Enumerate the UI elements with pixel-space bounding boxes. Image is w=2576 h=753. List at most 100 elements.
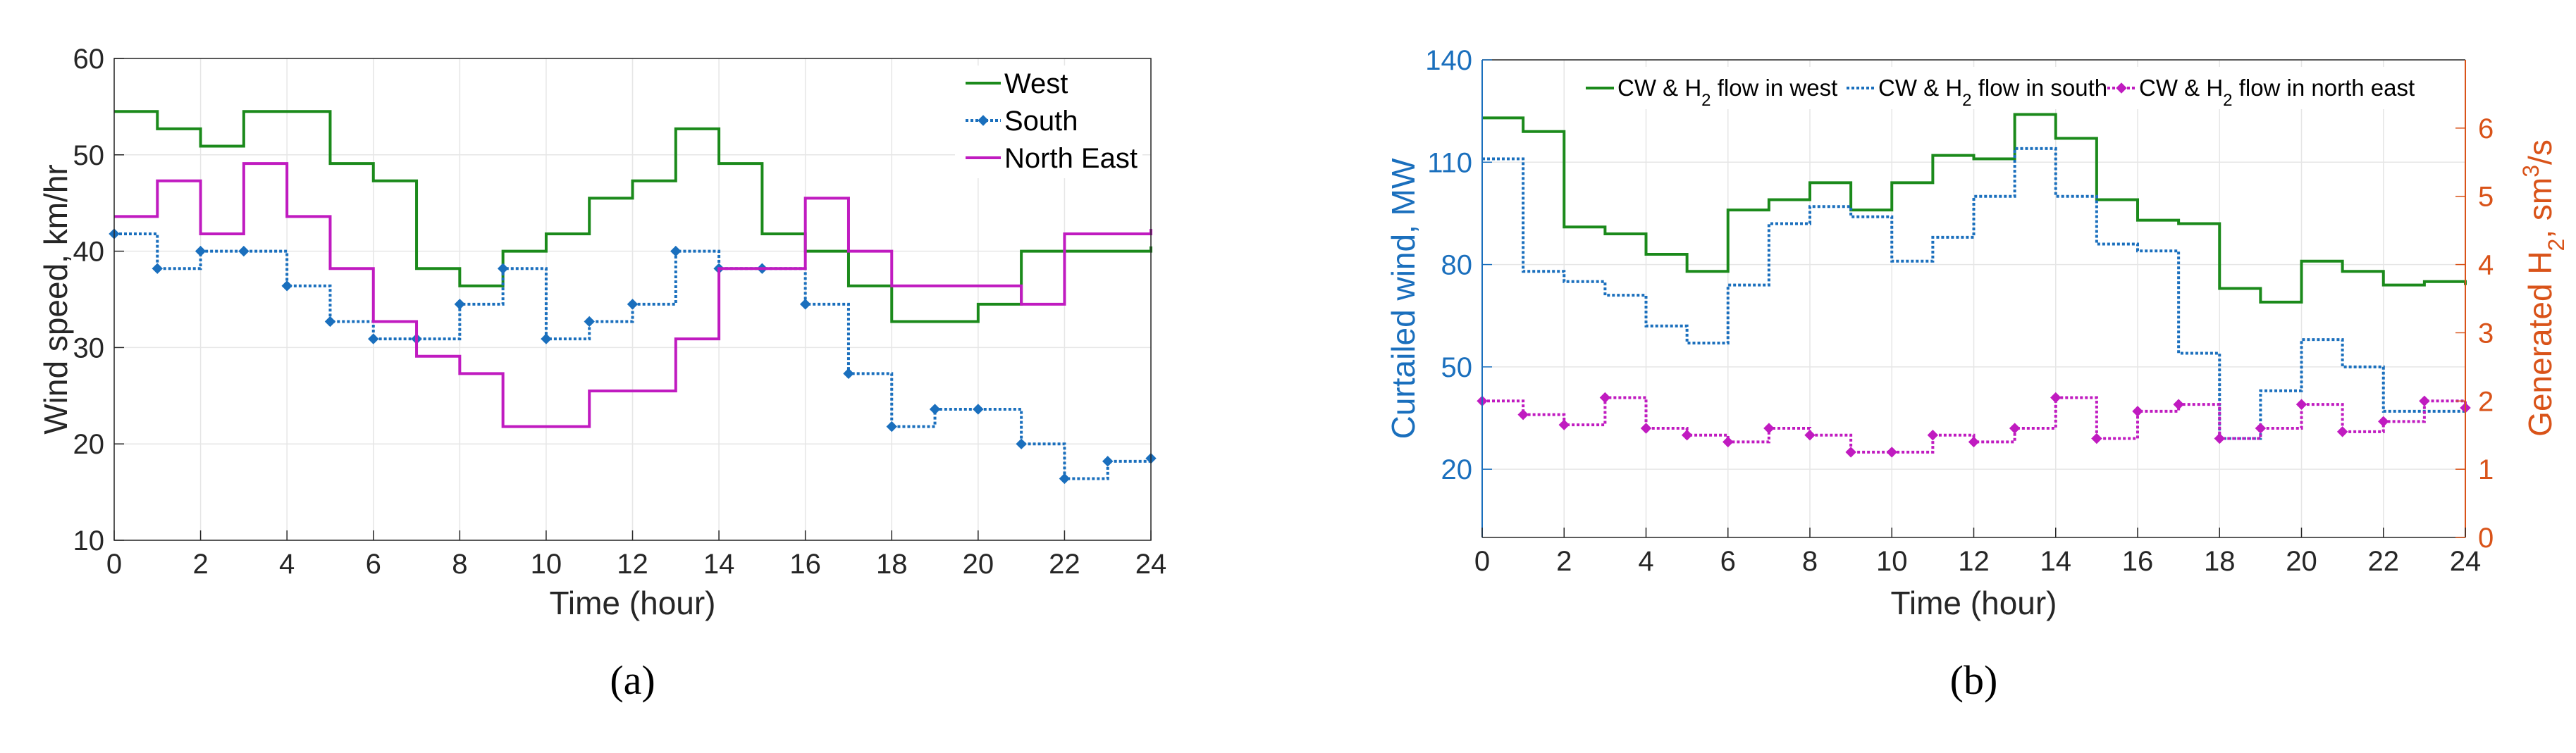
series-marker-a-1 xyxy=(799,299,811,310)
x-axis-label-a: Time (hour) xyxy=(550,585,716,621)
series-marker-a-1 xyxy=(368,333,379,344)
series-marker-a-1 xyxy=(497,263,509,274)
y-left-tick-label-b: 20 xyxy=(1441,454,1473,485)
x-tick-label-b: 2 xyxy=(1556,546,1572,577)
legend-label-part: CW & H xyxy=(2139,75,2223,101)
y-right-tick-label-b: 6 xyxy=(2478,113,2494,144)
legend-box-b xyxy=(1573,67,2433,109)
series-marker-a-1 xyxy=(281,280,292,292)
y-left-axis-label-b: Curtailed wind, MW xyxy=(1385,158,1422,439)
y-right-label-part: , sm xyxy=(2522,178,2558,239)
x-tick-label-a: 12 xyxy=(617,549,648,580)
series-marker-a-1 xyxy=(584,316,595,328)
series-marker-b-2 xyxy=(1723,436,1734,448)
legend-label-part: flow in west xyxy=(1711,75,1838,101)
y-tick-label-a: 40 xyxy=(73,237,105,268)
x-tick-label-a: 16 xyxy=(789,549,821,580)
x-tick-label-b: 4 xyxy=(1638,546,1653,577)
series-marker-b-2 xyxy=(2255,423,2267,434)
series-marker-b-2 xyxy=(2214,432,2225,444)
y-right-tick-label-b: 2 xyxy=(2478,386,2494,417)
series-line-a-2 xyxy=(114,162,1152,428)
y-right-tick-label-b: 0 xyxy=(2478,523,2494,554)
x-tick-label-b: 12 xyxy=(1958,546,1990,577)
series-line-b-2 xyxy=(1482,396,2467,454)
legend-label-part: flow in south xyxy=(1972,75,2108,101)
legend-label-b-2: CW & H2 flow in north east xyxy=(2139,75,2415,110)
legend-b: CW & H2 flow in west CW & H2 flow in sout… xyxy=(1573,67,2433,110)
x-tick-label-a: 22 xyxy=(1049,549,1080,580)
series-marker-b-2 xyxy=(1681,430,1693,441)
series-marker-a-1 xyxy=(454,299,466,310)
series-marker-a-1 xyxy=(1102,456,1114,467)
x-tick-label-b: 24 xyxy=(2450,546,2482,577)
series-marker-a-1 xyxy=(195,245,207,257)
x-tick-label-a: 2 xyxy=(192,549,208,580)
series-marker-a-1 xyxy=(238,245,249,257)
series-marker-a-1 xyxy=(843,368,854,380)
series-marker-a-1 xyxy=(1059,473,1071,485)
legend-label-a-2: North East xyxy=(1004,143,1138,174)
y-tick-label-a: 50 xyxy=(73,140,105,171)
y-axis-label-a: Wind speed, km/hr xyxy=(37,164,74,434)
y-right-label-sub: 2 xyxy=(2544,239,2569,251)
legend-marker-a-1 xyxy=(978,115,989,126)
legend-marker-b-2 xyxy=(2116,82,2127,94)
series-marker-b-2 xyxy=(2050,392,2062,404)
series-marker-b-2 xyxy=(2091,432,2102,444)
legend-label-sub: 2 xyxy=(1701,91,1711,110)
x-tick-label-a: 8 xyxy=(452,549,467,580)
series-marker-b-2 xyxy=(1763,423,1775,434)
y-right-axis-label-b: Generated H2, sm3/s xyxy=(2518,139,2569,437)
series-marker-b-2 xyxy=(2132,406,2143,417)
series-marker-b-2 xyxy=(1640,423,1652,434)
series-marker-b-2 xyxy=(1845,447,1856,458)
series-marker-b-2 xyxy=(2419,395,2430,406)
y-tick-label-a: 20 xyxy=(73,429,105,460)
y-right-tick-label-b: 4 xyxy=(2478,250,2494,281)
series-marker-a-1 xyxy=(324,316,336,328)
series-marker-a-1 xyxy=(152,263,163,274)
x-tick-label-a: 4 xyxy=(279,549,295,580)
legend-label-sub: 2 xyxy=(2223,91,2232,110)
series-marker-b-2 xyxy=(1804,430,1816,441)
series-marker-b-2 xyxy=(2295,399,2307,410)
series-line-a-0 xyxy=(114,110,1152,323)
series-marker-a-1 xyxy=(670,245,682,257)
legend-a: West South North East xyxy=(955,66,1142,178)
x-tick-label-b: 6 xyxy=(1720,546,1736,577)
panel-label-a: (a) xyxy=(610,657,655,703)
x-tick-label-b: 20 xyxy=(2286,546,2317,577)
y-right-tick-label-b: 3 xyxy=(2478,318,2494,349)
y-tick-label-a: 60 xyxy=(73,44,105,75)
y-right-label-part: Generated H xyxy=(2522,251,2558,436)
series-marker-a-1 xyxy=(973,404,984,415)
x-axis-label-b: Time (hour) xyxy=(1891,585,2057,621)
x-tick-label-b: 16 xyxy=(2122,546,2154,577)
series-marker-b-2 xyxy=(2378,416,2389,428)
series-marker-b-2 xyxy=(1517,409,1529,421)
y-tick-label-a: 30 xyxy=(73,332,105,363)
series-marker-a-1 xyxy=(1016,438,1027,449)
x-tick-label-b: 14 xyxy=(2040,546,2072,577)
series-line-a-1 xyxy=(114,232,1152,480)
legend-label-part: CW & H xyxy=(1878,75,1962,101)
series-marker-a-1 xyxy=(886,421,897,432)
series-marker-b-2 xyxy=(2009,423,2021,434)
x-tick-label-a: 14 xyxy=(703,549,735,580)
y-left-tick-label-b: 80 xyxy=(1441,250,1473,281)
series-marker-a-1 xyxy=(541,333,552,344)
series-line-b-0 xyxy=(1482,113,2467,304)
x-tick-label-a: 24 xyxy=(1135,549,1167,580)
panel-label-b: (b) xyxy=(1950,657,1998,703)
x-tick-label-b: 0 xyxy=(1474,546,1490,577)
y-right-tick-label-b: 5 xyxy=(2478,182,2494,213)
legend-label-a-1: South xyxy=(1004,106,1078,137)
legend-label-a-0: West xyxy=(1004,68,1068,99)
legend-label-part: CW & H xyxy=(1617,75,1701,101)
series-marker-b-2 xyxy=(1968,436,1980,448)
chart-b-curtailed-wind: 0 2 4 6 8 10 12 14 16 18 20 22 242050801101400123456… xyxy=(1385,45,2569,703)
series-marker-b-2 xyxy=(1558,419,1570,430)
